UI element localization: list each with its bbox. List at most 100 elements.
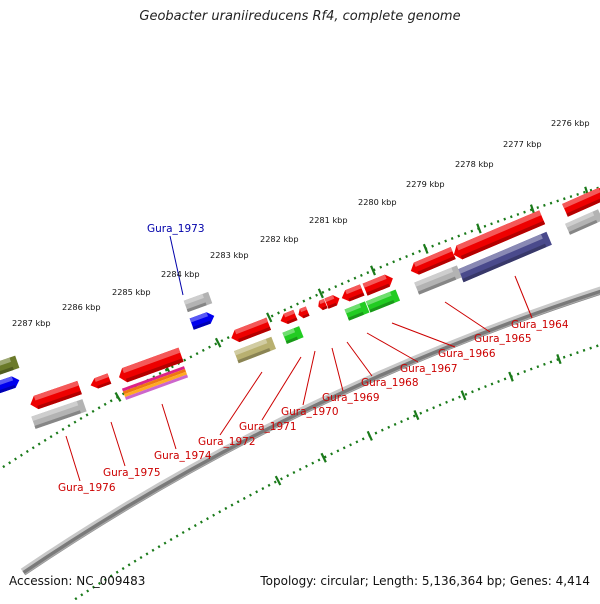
gene-band <box>121 366 185 392</box>
gene-label[interactable]: Gura_1973 <box>147 223 205 235</box>
gene-shade <box>34 410 81 429</box>
gene-label[interactable]: Gura_1972 <box>198 436 256 448</box>
major-tick <box>266 312 273 323</box>
gene-feature[interactable] <box>362 272 396 296</box>
gene-band <box>122 368 187 395</box>
gene-label[interactable]: Gura_1966 <box>438 348 496 360</box>
gene-feature[interactable] <box>282 326 304 344</box>
gene-highlight <box>319 298 326 305</box>
gene-shade <box>347 311 364 321</box>
gene-feature[interactable] <box>28 380 82 411</box>
gene-shade <box>348 292 365 302</box>
gene-shade <box>0 384 16 394</box>
gene-feature[interactable] <box>0 374 21 394</box>
gene-label[interactable]: Gura_1968 <box>361 377 419 389</box>
gene-highlight <box>565 211 595 228</box>
gene-highlight <box>365 291 392 306</box>
gene-shade <box>37 390 82 410</box>
gene-label[interactable]: Gura_1974 <box>154 450 212 462</box>
gene-feature[interactable] <box>116 347 184 385</box>
gene-shade <box>286 317 298 324</box>
major-tick <box>214 337 222 348</box>
gene-shade <box>366 283 390 296</box>
gene-highlight <box>94 373 109 382</box>
gene-highlight <box>456 210 542 251</box>
scale-ticks <box>0 186 600 604</box>
gene-highlight <box>283 309 295 318</box>
gene-shade <box>321 305 328 311</box>
gene-label[interactable]: Gura_1965 <box>474 333 532 345</box>
gene-feature[interactable] <box>344 301 370 321</box>
scale-label: 2284 kbp <box>161 269 200 279</box>
scale-label: 2281 kbp <box>309 215 348 225</box>
gene-feature[interactable] <box>414 265 462 295</box>
gene-feature[interactable] <box>89 373 112 390</box>
gene-feature[interactable] <box>121 366 189 400</box>
gene-feature[interactable] <box>324 293 341 309</box>
scale-label: 2278 kbp <box>455 159 494 169</box>
gene-feature[interactable] <box>316 298 328 311</box>
major-tick <box>476 223 482 234</box>
gene-feature[interactable] <box>233 336 277 364</box>
gene-feature[interactable] <box>365 289 401 313</box>
genes-group <box>0 185 600 429</box>
major-tick <box>320 452 327 463</box>
label-leaders <box>65 235 533 482</box>
gene-shade <box>369 300 395 313</box>
gene-feature[interactable] <box>183 291 213 313</box>
scale-label: 2285 kbp <box>112 287 151 297</box>
gene-label[interactable]: Gura_1976 <box>58 482 116 494</box>
gene-feature[interactable] <box>562 185 600 217</box>
scale-label: 2279 kbp <box>406 179 445 189</box>
gene-feature[interactable] <box>451 210 546 261</box>
major-tick <box>366 430 373 441</box>
gene-label[interactable]: Gura_1964 <box>511 319 569 331</box>
gene-highlight <box>0 357 11 369</box>
gene-label[interactable]: Gura_1969 <box>322 392 380 404</box>
gene-feature[interactable] <box>458 231 552 283</box>
gene-highlight <box>344 303 361 314</box>
major-tick <box>508 371 514 382</box>
inner-scale-ring <box>65 343 600 604</box>
gene-feature[interactable] <box>340 284 365 303</box>
gene-feature[interactable] <box>189 310 217 330</box>
gene-highlight <box>234 317 268 335</box>
label-leader-line <box>444 301 491 333</box>
gene-label[interactable]: Gura_1975 <box>103 467 161 479</box>
gene-feature[interactable] <box>229 317 272 344</box>
gene-highlight <box>282 328 296 337</box>
gene-highlight <box>183 293 204 305</box>
gene-shade <box>327 302 338 309</box>
gene-feature[interactable] <box>0 355 20 377</box>
label-leader-line <box>169 235 184 296</box>
gene-shade <box>0 366 14 377</box>
gene-shade <box>568 219 598 235</box>
gene-label[interactable]: Gura_1971 <box>239 421 297 433</box>
backbone-group <box>20 286 600 576</box>
gene-feature[interactable] <box>279 309 298 326</box>
scale-label: 2276 kbp <box>551 118 590 128</box>
gene-band <box>125 374 189 400</box>
major-tick <box>413 410 420 421</box>
major-tick <box>460 390 467 401</box>
label-leader-line <box>65 435 81 482</box>
gene-highlight <box>458 234 543 274</box>
gene-highlight <box>324 295 335 303</box>
gene-highlight <box>413 247 453 267</box>
gene-feature[interactable] <box>565 209 600 235</box>
gene-highlight <box>362 274 387 288</box>
scale-label: 2280 kbp <box>358 197 397 207</box>
gene-highlight <box>345 284 362 295</box>
gene-label[interactable]: Gura_1967 <box>400 363 458 375</box>
gene-shade <box>186 302 207 313</box>
gene-feature[interactable] <box>296 306 310 319</box>
gene-shade <box>237 348 271 364</box>
gene-body <box>183 291 213 313</box>
gene-label[interactable]: Gura_1970 <box>281 406 339 418</box>
label-leader-line <box>110 421 126 467</box>
gene-highlight <box>0 376 14 387</box>
gene-highlight <box>33 380 79 401</box>
gene-feature[interactable] <box>408 247 456 277</box>
gene-feature[interactable] <box>31 399 87 429</box>
